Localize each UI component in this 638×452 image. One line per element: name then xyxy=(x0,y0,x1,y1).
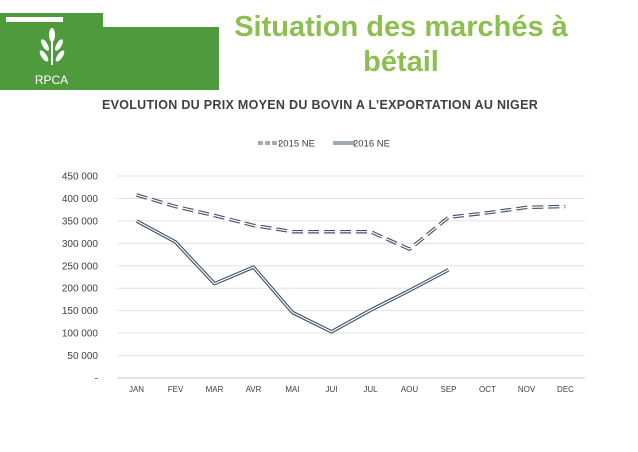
legend-label-2016-ne: 2016 NE xyxy=(353,139,390,150)
x-tick-label: AVR xyxy=(246,385,262,394)
x-tick-label: SEP xyxy=(440,385,456,394)
logo-text: RPCA xyxy=(34,73,69,87)
rpca-logo: RPCA xyxy=(0,13,103,90)
y-tick-label: 300 000 xyxy=(62,239,99,250)
page-title: Situation des marchés à bétail xyxy=(216,10,586,80)
y-tick-label: 250 000 xyxy=(62,261,99,272)
page-title-line1: Situation des marchés à xyxy=(234,11,568,43)
legend-label-2015-ne: 2015 NE xyxy=(278,139,315,150)
logo-stripe xyxy=(6,17,63,22)
series-line-inner-2016-ne xyxy=(136,220,449,333)
x-tick-label: JUL xyxy=(363,385,378,394)
x-tick-label: JUI xyxy=(326,385,338,394)
y-tick-label: 200 000 xyxy=(62,284,99,295)
series-line-inner-2015-ne xyxy=(136,194,566,250)
y-tick-label: - xyxy=(95,374,98,385)
series-line-2016-ne xyxy=(135,219,450,334)
x-tick-label: MAR xyxy=(206,385,224,394)
y-tick-label: 400 000 xyxy=(62,194,99,205)
y-tick-label: 50 000 xyxy=(67,351,98,362)
header-bar xyxy=(103,27,219,90)
y-tick-label: 150 000 xyxy=(62,306,99,317)
x-tick-label: DEC xyxy=(557,385,574,394)
x-tick-label: AOU xyxy=(401,385,419,394)
wheat-icon xyxy=(39,28,65,65)
x-tick-label: MAI xyxy=(285,385,299,394)
y-tick-label: 100 000 xyxy=(62,329,99,340)
x-tick-label: OCT xyxy=(479,385,496,394)
x-tick-label: FEV xyxy=(168,385,184,394)
y-tick-label: 350 000 xyxy=(62,216,99,227)
page-title-line2: bétail xyxy=(363,46,439,78)
y-tick-label: 450 000 xyxy=(62,172,99,183)
chart-title: EVOLUTION DU PRIX MOYEN DU BOVIN A L’EXP… xyxy=(101,98,539,112)
x-tick-label: JAN xyxy=(129,385,144,394)
series-line-2015-ne xyxy=(136,193,566,251)
x-tick-label: NOV xyxy=(518,385,536,394)
